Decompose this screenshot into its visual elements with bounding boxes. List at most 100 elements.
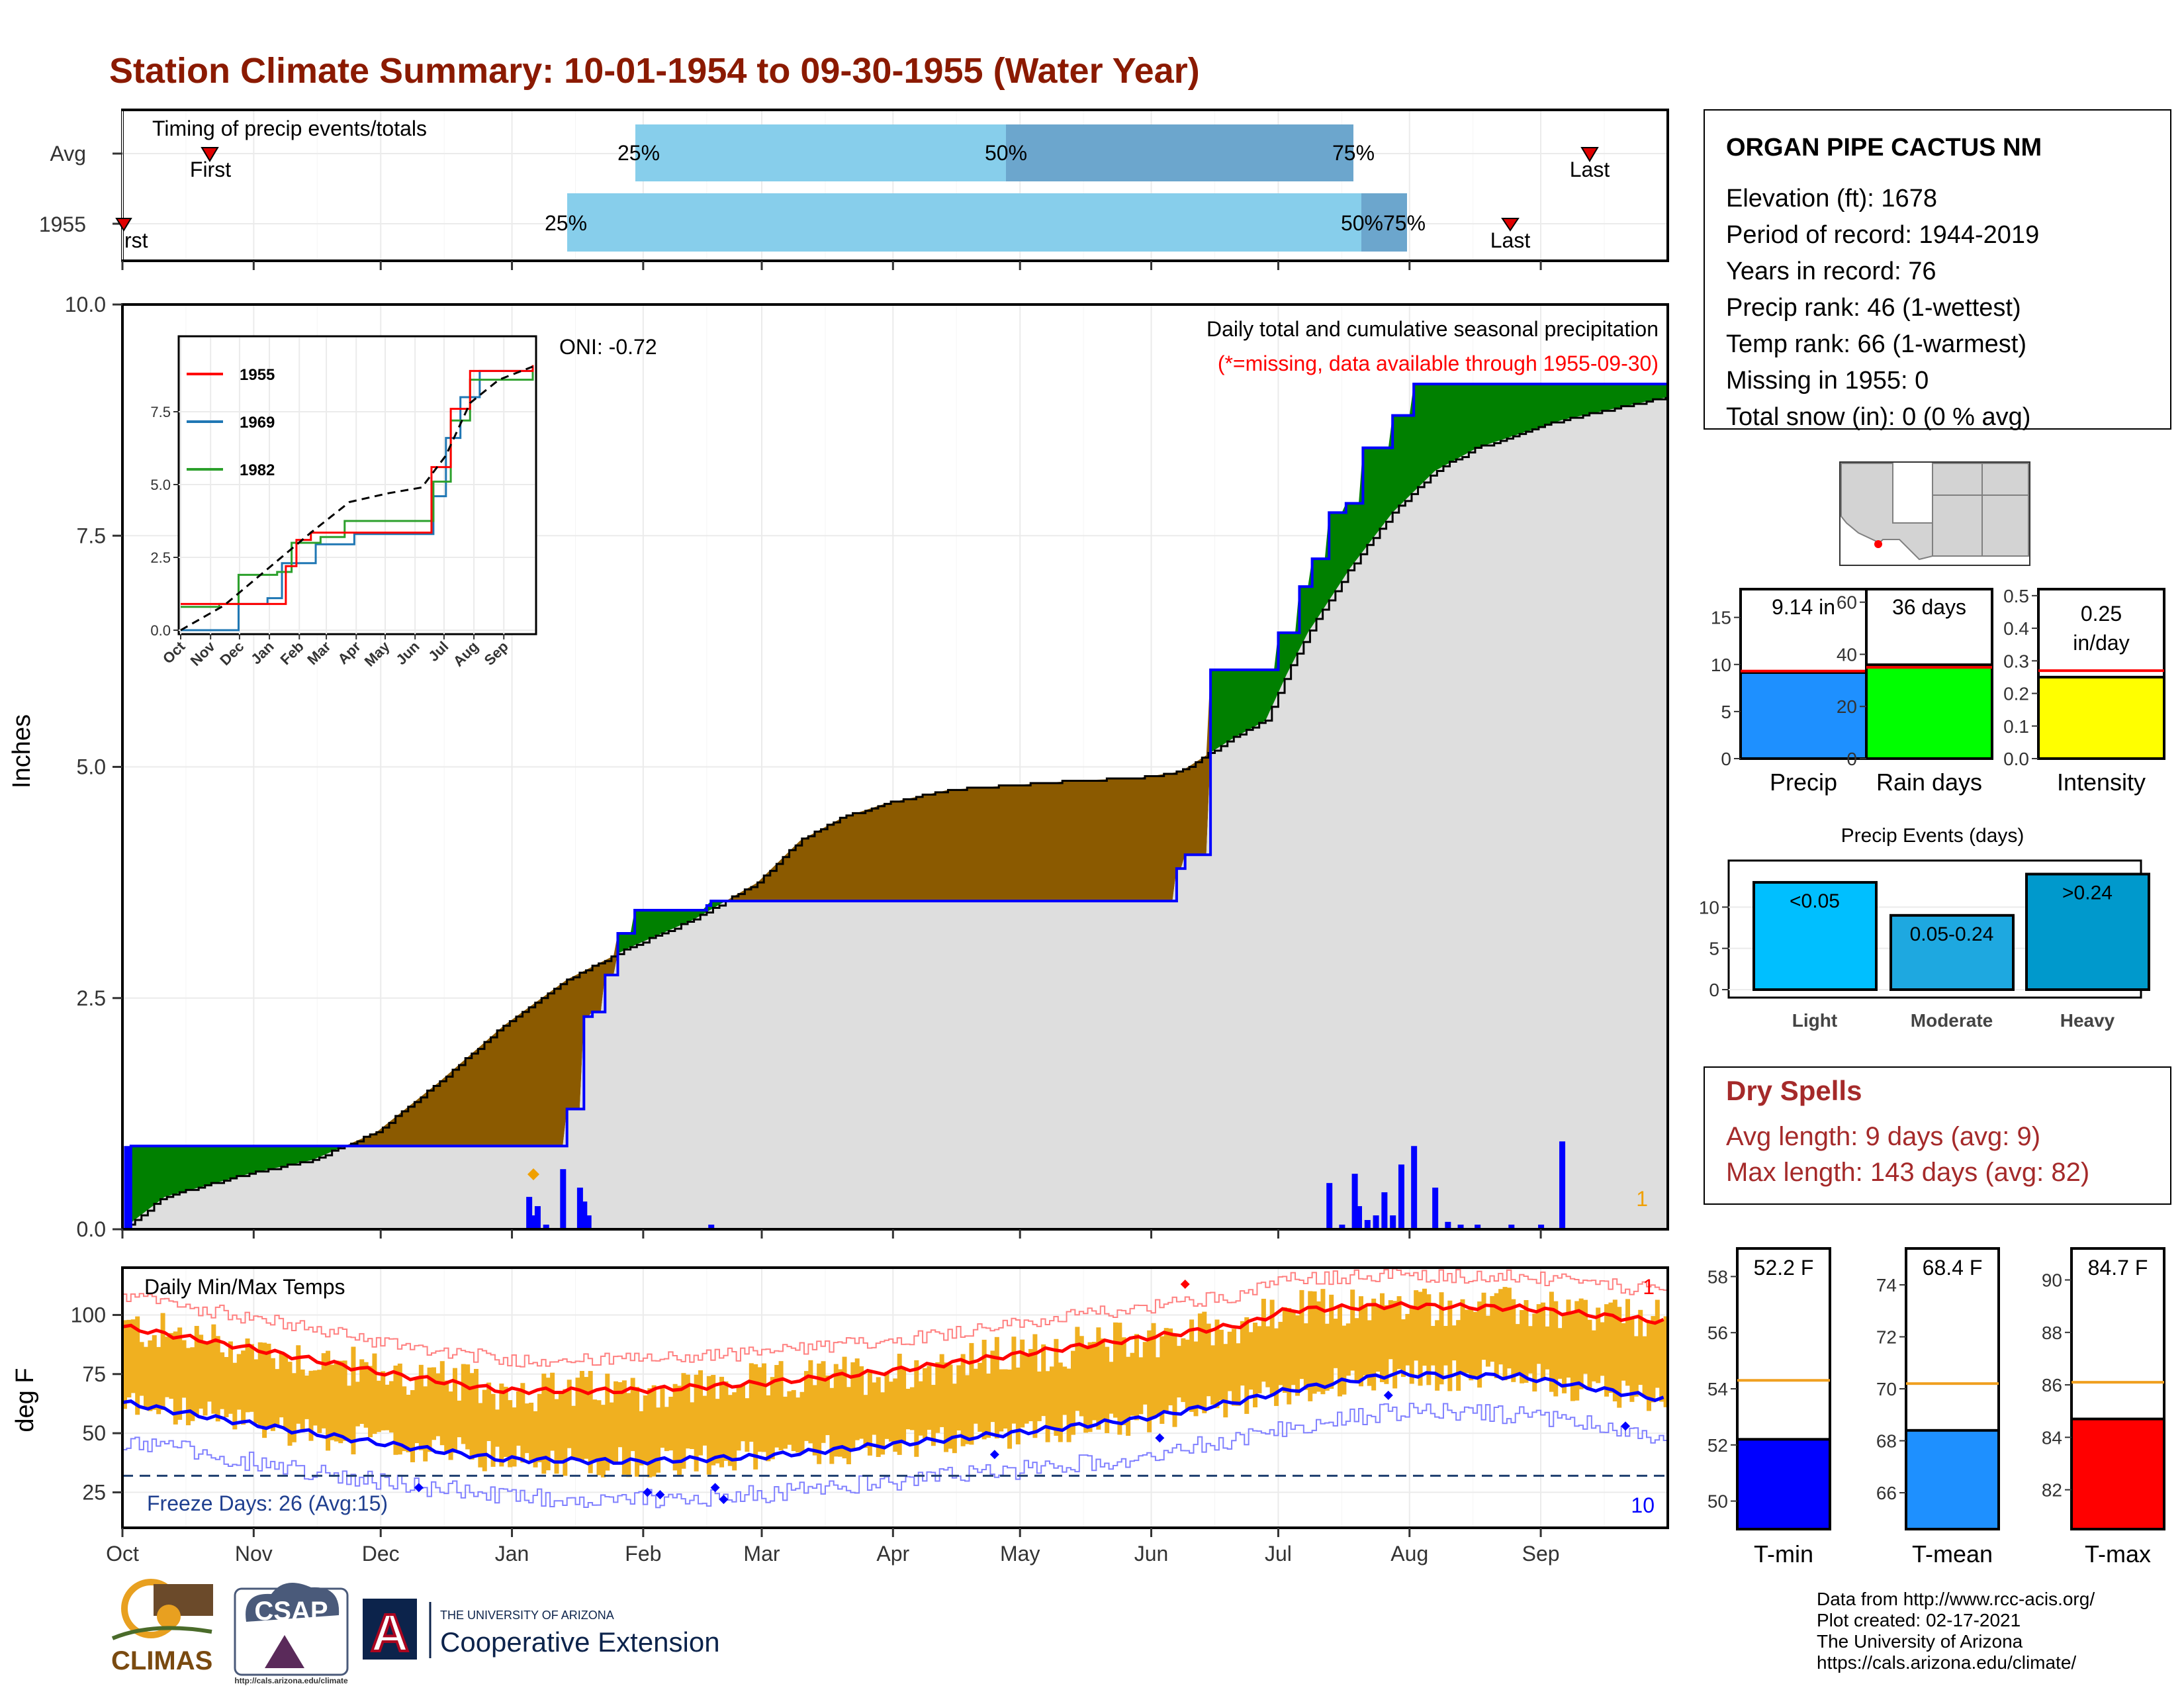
temp-daily-bar [829, 1387, 835, 1464]
temp-daily-bar [825, 1376, 830, 1435]
inset-ytick-label: 2.5 [150, 549, 171, 566]
temp-daily-bar [1379, 1293, 1385, 1382]
timing-1955-last-marker [1501, 218, 1520, 232]
temp-daily-bar [312, 1370, 318, 1426]
temp-daily-bar [503, 1386, 508, 1457]
temp-daily-bar [1248, 1332, 1253, 1390]
temp-daily-bar [1400, 1319, 1406, 1378]
precip-daily-bar [124, 1146, 130, 1229]
temp-daily-bar [1354, 1318, 1359, 1383]
footer: Data from http://www.rcc-acis.org/ Plot … [111, 1579, 2095, 1685]
temp-summary-ytick-label: 90 [2042, 1270, 2062, 1291]
station-frame [1704, 109, 2171, 430]
temp-summary-bar [1736, 1438, 1831, 1531]
summary-bar-text: 36 days [1892, 595, 1966, 619]
precip-daily-bar [526, 1197, 533, 1229]
temp-daily-bar [715, 1399, 720, 1464]
temp-daily-bar [944, 1362, 949, 1452]
temp-daily-bar [461, 1364, 466, 1444]
temp-ytick-label: 100 [71, 1303, 106, 1327]
summary-bar-label: Precip [1770, 769, 1837, 796]
temp-summary-ytick-label: 88 [2042, 1323, 2062, 1343]
temp-daily-bar [220, 1352, 225, 1409]
temp-daily-bar [558, 1391, 563, 1462]
events-ytick-label: 0 [1709, 980, 1719, 1000]
map-station-dot [1874, 540, 1882, 548]
temp-daily-bar [1659, 1319, 1664, 1402]
temp-summary-label: T-mean [1912, 1540, 1993, 1568]
temp-summary-ytick-label: 52 [1707, 1435, 1728, 1456]
timing-avg-last-label: Last [1570, 158, 1610, 181]
events-title: Precip Events (days) [1841, 825, 2025, 847]
temp-daily-bar [901, 1368, 907, 1442]
temp-daily-bar [923, 1368, 928, 1439]
temp-daily-bar [850, 1362, 856, 1452]
temp-daily-bar [1087, 1342, 1093, 1432]
temp-daily-bar [1541, 1302, 1546, 1381]
temp-daily-bar [537, 1393, 542, 1462]
temp-ytick-label: 50 [82, 1421, 106, 1445]
temp-daily-bar [774, 1365, 780, 1448]
temp-daily-bar [736, 1384, 741, 1451]
precip-ytick-label: 2.5 [77, 986, 106, 1010]
temp-daily-bar [1473, 1311, 1478, 1376]
temp-daily-bar [1612, 1299, 1617, 1402]
temp-daily-bar [1490, 1295, 1495, 1362]
temp-daily-bar [1600, 1322, 1605, 1376]
temp-daily-bar [169, 1333, 174, 1399]
temp-daily-bar [1007, 1369, 1013, 1449]
temp-daily-bar [321, 1353, 326, 1429]
summary-ytick-label: 0.0 [2003, 749, 2029, 769]
temp-daily-bar [418, 1364, 424, 1450]
temp-daily-bar [1604, 1304, 1610, 1397]
timing-1955-50-75-label: 50%75% [1341, 211, 1426, 235]
temp-daily-bar [190, 1347, 195, 1421]
temp-daily-bar [1527, 1326, 1533, 1374]
ua-block-a: A [371, 1603, 409, 1662]
temp-daily-bar [249, 1344, 254, 1412]
timing-avg-last-marker [1580, 147, 1599, 162]
month-label: Aug [1390, 1542, 1428, 1566]
temp-summary-text: 52.2 F [1754, 1256, 1814, 1280]
temp-daily-bar [1218, 1329, 1224, 1401]
inset-line-1982 [181, 365, 534, 608]
temp-daily-bar [660, 1385, 665, 1448]
temp-daily-bar [1591, 1330, 1596, 1382]
temp-daily-bar [876, 1377, 881, 1457]
temp-daily-bar [965, 1375, 970, 1444]
temp-daily-bar [1532, 1313, 1537, 1392]
climas-logo: CLIMAS [111, 1579, 213, 1675]
temp-daily-bar [427, 1367, 432, 1452]
temp-summary-label: T-min [1754, 1540, 1813, 1568]
footer-line-1: Data from http://www.rcc-acis.org/ [1817, 1589, 2095, 1609]
temp-daily-bar [863, 1395, 868, 1448]
temp-daily-bar [1557, 1328, 1563, 1379]
temp-daily-bar [1299, 1289, 1304, 1380]
temp-daily-bar [1320, 1289, 1326, 1395]
events-category-label: Moderate [1911, 1010, 1993, 1031]
temp-daily-bar [617, 1382, 623, 1448]
temp-daily-bar [1414, 1290, 1419, 1361]
temp-daily-bar [1524, 1299, 1529, 1383]
temp-daily-bar [1388, 1300, 1393, 1360]
temp-daily-bar [1045, 1371, 1050, 1442]
temp-summary-ytick-label: 72 [1876, 1327, 1897, 1347]
station-line-temp-rank: Temp rank: 66 (1-warmest) [1726, 330, 2026, 358]
temp-daily-bar [914, 1360, 919, 1457]
temp-daily-bar [753, 1364, 758, 1470]
temp-daily-bar [1342, 1325, 1347, 1395]
temp-daily-bar [236, 1354, 242, 1410]
precip-daily-bar [1432, 1188, 1439, 1229]
summary-ytick-label: 0.4 [2003, 618, 2029, 639]
temp-summary-ytick-label: 54 [1707, 1379, 1728, 1399]
temp-daily-bar [423, 1386, 428, 1462]
temp-daily-bar [1223, 1344, 1228, 1418]
temp-daily-bar [635, 1387, 640, 1477]
oni-label: ONI: -0.72 [559, 335, 657, 359]
precip-daily-bar [1457, 1225, 1464, 1229]
summary-bar-value [2037, 675, 2165, 761]
temp-daily-bar [978, 1362, 983, 1432]
summary-bar-text: 9.14 in [1772, 595, 1835, 619]
dry-spells-title: Dry Spells [1726, 1075, 1862, 1106]
temp-daily-bar [1269, 1299, 1275, 1394]
